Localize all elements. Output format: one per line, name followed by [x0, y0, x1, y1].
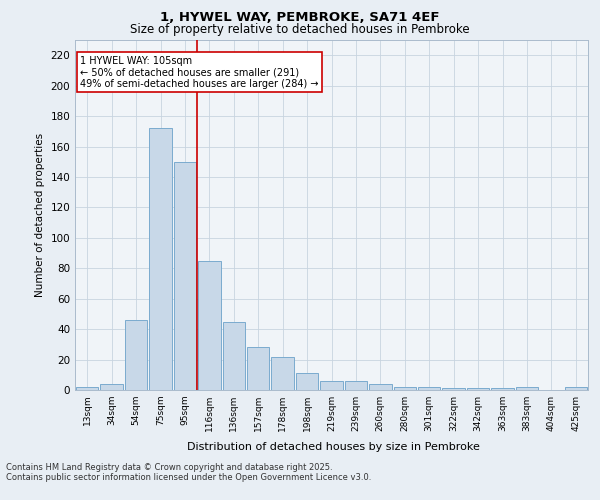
- Bar: [565, 387, 587, 390]
- Bar: [394, 387, 416, 390]
- Y-axis label: Number of detached properties: Number of detached properties: [35, 133, 45, 297]
- Bar: [100, 384, 123, 390]
- Bar: [125, 320, 148, 390]
- Bar: [320, 381, 343, 390]
- Bar: [296, 374, 319, 390]
- Bar: [173, 162, 196, 390]
- Bar: [369, 384, 392, 390]
- Text: 1, HYWEL WAY, PEMBROKE, SA71 4EF: 1, HYWEL WAY, PEMBROKE, SA71 4EF: [160, 11, 440, 24]
- Bar: [418, 387, 440, 390]
- Text: 1 HYWEL WAY: 105sqm
← 50% of detached houses are smaller (291)
49% of semi-detac: 1 HYWEL WAY: 105sqm ← 50% of detached ho…: [80, 56, 319, 89]
- Bar: [344, 381, 367, 390]
- Text: Contains public sector information licensed under the Open Government Licence v3: Contains public sector information licen…: [6, 472, 371, 482]
- Bar: [223, 322, 245, 390]
- Text: Distribution of detached houses by size in Pembroke: Distribution of detached houses by size …: [187, 442, 479, 452]
- Bar: [467, 388, 490, 390]
- Text: Contains HM Land Registry data © Crown copyright and database right 2025.: Contains HM Land Registry data © Crown c…: [6, 462, 332, 471]
- Text: Size of property relative to detached houses in Pembroke: Size of property relative to detached ho…: [130, 22, 470, 36]
- Bar: [198, 260, 221, 390]
- Bar: [271, 356, 294, 390]
- Bar: [76, 387, 98, 390]
- Bar: [247, 348, 269, 390]
- Bar: [491, 388, 514, 390]
- Bar: [149, 128, 172, 390]
- Bar: [442, 388, 465, 390]
- Bar: [515, 387, 538, 390]
